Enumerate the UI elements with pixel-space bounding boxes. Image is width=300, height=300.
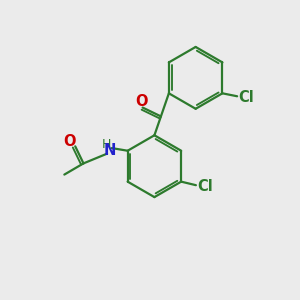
Text: N: N <box>103 142 116 158</box>
Text: Cl: Cl <box>238 90 254 105</box>
Text: O: O <box>64 134 76 148</box>
Text: Cl: Cl <box>197 179 213 194</box>
Text: O: O <box>135 94 147 109</box>
Text: H: H <box>102 138 111 151</box>
